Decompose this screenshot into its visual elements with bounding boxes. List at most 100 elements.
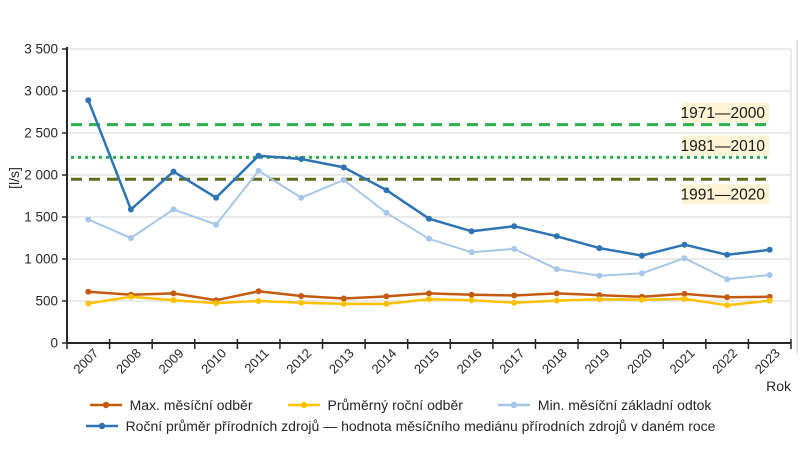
data-point <box>383 209 390 216</box>
data-point <box>681 295 688 302</box>
legend-item-2: Min. měsíční základní odtok <box>497 396 712 413</box>
x-tick-label: 2016 <box>454 346 485 377</box>
data-point <box>255 152 262 159</box>
legend-marker <box>89 401 122 408</box>
data-point <box>383 187 390 194</box>
x-tick-label: 2011 <box>241 346 271 376</box>
reference-label-bg <box>682 184 769 205</box>
legend-label: Roční průměr přírodních zdrojů — hodnota… <box>125 417 716 434</box>
y-tick-label: 0 <box>50 336 58 351</box>
data-point <box>213 221 220 228</box>
legend-marker <box>85 422 118 429</box>
data-point <box>766 272 773 278</box>
x-tick-label: 2022 <box>709 346 740 377</box>
reference-label: 1991—2020 <box>681 187 766 204</box>
data-point <box>213 194 220 201</box>
data-point <box>596 272 603 279</box>
data-point <box>85 97 92 104</box>
data-point <box>468 291 475 298</box>
x-tick-label: 2010 <box>198 346 229 377</box>
reference-label-bg <box>682 135 769 156</box>
x-tick-label: 2017 <box>496 346 527 377</box>
legend-item-1: Průměrný roční odběr <box>287 397 463 413</box>
legend-item-0: Max. měsíční odběr <box>89 397 253 413</box>
x-tick-label: 2014 <box>368 346 399 377</box>
data-point <box>298 156 305 162</box>
legend-item-3: Roční průměr přírodních zdrojů — hodnota… <box>85 417 716 434</box>
data-point <box>468 228 475 235</box>
data-point <box>170 290 177 297</box>
x-tick-label: 2012 <box>283 346 314 377</box>
data-point <box>511 245 518 252</box>
data-point <box>511 223 518 230</box>
reference-label-bg <box>682 102 769 123</box>
data-point <box>681 290 688 297</box>
data-point <box>298 194 305 201</box>
data-point <box>426 290 432 297</box>
data-point <box>724 276 731 283</box>
data-point <box>596 292 603 299</box>
y-tick-label: 1 000 <box>24 252 58 267</box>
legend-row-2: Roční průměr přírodních zdrojů — hodnota… <box>0 415 800 436</box>
x-tick-label: 2008 <box>113 346 144 377</box>
data-point <box>170 206 177 213</box>
data-point <box>468 297 475 304</box>
data-point <box>255 167 262 174</box>
data-point <box>127 235 134 241</box>
data-point <box>85 216 92 223</box>
legend-label: Min. měsíční základní odtok <box>537 396 712 413</box>
data-point <box>213 300 220 307</box>
data-point <box>426 296 432 303</box>
data-point <box>596 296 603 303</box>
x-tick-label: 2013 <box>326 346 357 377</box>
x-tick-label: 2020 <box>624 346 655 377</box>
data-point <box>340 177 347 183</box>
data-point <box>383 293 390 300</box>
y-tick-label: 3 500 <box>24 42 58 57</box>
data-point <box>553 297 560 304</box>
legend-label: Průměrný roční odběr <box>327 396 463 413</box>
data-point <box>426 235 432 242</box>
data-point <box>638 296 645 303</box>
data-point <box>468 249 475 256</box>
x-tick-label: 2018 <box>539 346 570 377</box>
x-tick-label: 2023 <box>752 346 783 377</box>
y-axis-title: [l/s] <box>6 167 22 189</box>
data-point <box>85 288 92 295</box>
reference-label: 1971—2000 <box>681 105 766 122</box>
data-point <box>638 270 645 277</box>
data-point <box>127 206 134 213</box>
data-point <box>340 295 347 302</box>
data-point <box>255 288 262 295</box>
data-point <box>638 252 645 259</box>
data-point <box>596 245 603 252</box>
x-tick-label: 2021 <box>667 346 698 377</box>
data-point <box>383 300 390 307</box>
legend-label: Max. měsíční odběr <box>129 396 253 413</box>
data-point <box>766 246 773 253</box>
data-point <box>298 293 305 299</box>
data-point <box>724 302 731 309</box>
data-point <box>681 241 688 248</box>
data-point <box>511 299 518 306</box>
data-point <box>724 294 731 301</box>
data-point <box>681 255 688 262</box>
y-tick-label: 3 000 <box>24 84 58 99</box>
data-point <box>170 168 177 175</box>
reference-label: 1981—2010 <box>681 138 766 155</box>
data-point <box>340 164 347 171</box>
data-point <box>127 293 134 300</box>
x-tick-label: 2019 <box>581 346 612 377</box>
y-tick-label: 500 <box>35 294 58 309</box>
data-point <box>724 251 731 258</box>
legend-marker <box>287 401 320 408</box>
legend-row-1: Max. měsíční odběr Průměrný roční odběr Mi… <box>0 394 800 415</box>
y-tick-label: 1 500 <box>24 210 58 225</box>
legend: Max. měsíční odběr Průměrný roční odběr Mi… <box>0 394 800 436</box>
series-line-2 <box>87 169 770 281</box>
data-point <box>255 298 262 304</box>
data-point <box>511 292 518 299</box>
x-axis-title: Rok <box>766 378 791 394</box>
data-point <box>170 297 177 304</box>
